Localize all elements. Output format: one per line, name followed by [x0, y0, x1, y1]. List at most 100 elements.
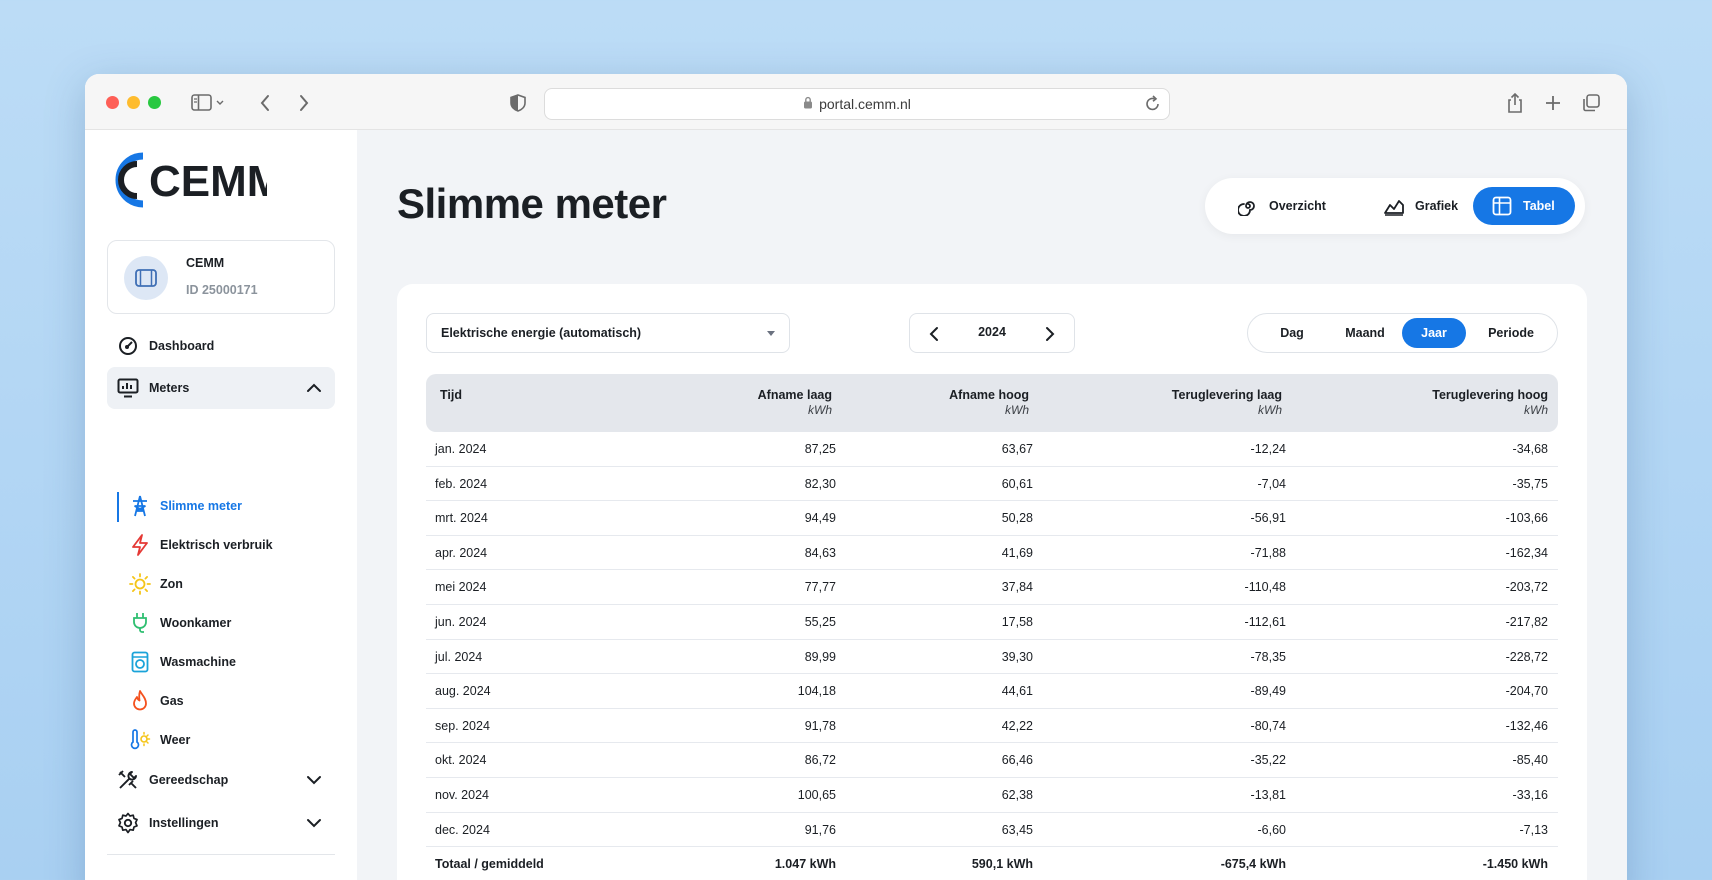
- period-maand[interactable]: Maand: [1345, 326, 1385, 340]
- chevron-down-icon[interactable]: [305, 814, 323, 832]
- lightning-icon: [129, 534, 151, 556]
- sidebar-toggle-icon[interactable]: [188, 90, 228, 116]
- chevron-up-icon[interactable]: [305, 379, 323, 397]
- sidebar-item-slimme-meter[interactable]: Slimme meter: [129, 491, 329, 521]
- table-cell: mrt. 2024: [435, 511, 488, 526]
- table-cell: 42,22: [1001, 718, 1033, 733]
- shield-icon[interactable]: [505, 90, 531, 116]
- table-cell: 87,25: [804, 442, 836, 456]
- page-title: Slimme meter: [397, 180, 667, 227]
- table-row: nov. 2024 100,65 62,38 -13,81 -33,16: [426, 778, 1558, 813]
- nav-gereedschap[interactable]: Gereedschap: [107, 759, 335, 801]
- col-afname-hoog: Afname hoog kWh: [949, 388, 1029, 418]
- tab-overzicht[interactable]: Overzicht: [1219, 187, 1344, 225]
- sidebar-item-zon[interactable]: Zon: [129, 569, 329, 599]
- table-total-row: Totaal / gemiddeld 1.047 kWh 590,1 kWh -675…: [426, 847, 1558, 880]
- sidebar-item-wasmachine[interactable]: Wasmachine: [129, 647, 329, 677]
- table-cell: 63,67: [1001, 442, 1033, 456]
- table-cell: 100,65: [797, 787, 836, 802]
- table-cell: sep. 2024: [435, 718, 490, 733]
- main-content: Slimme meter Overzicht Grafiek Tabel: [357, 130, 1627, 880]
- table-cell: mei 2024: [435, 580, 487, 595]
- table-row: jul. 2024 89,99 39,30 -78,35 -228,72: [426, 640, 1558, 675]
- sidebar-item-label: Weer: [160, 733, 191, 747]
- sun-icon: [129, 573, 151, 595]
- tab-tabel[interactable]: Tabel: [1473, 187, 1575, 225]
- chevron-down-icon[interactable]: [305, 771, 323, 789]
- data-card: Elektrische energie (automatisch) 2024 D…: [397, 284, 1587, 880]
- nav-gereedschap-label: Gereedschap: [149, 773, 229, 787]
- table-row: aug. 2024 104,18 44,61 -89,49 -204,70: [426, 674, 1558, 709]
- browser-toolbar: portal.cemm.nl: [85, 74, 1627, 130]
- table-cell: apr. 2024: [435, 545, 488, 560]
- table-cell: -12,24: [1250, 442, 1286, 456]
- table-cell: 50,28: [1001, 511, 1033, 526]
- col-teruglevering-hoog: Teruglevering hoog kWh: [1432, 388, 1548, 418]
- url-text: portal.cemm.nl: [819, 96, 911, 112]
- new-tab-icon[interactable]: [1540, 90, 1566, 116]
- address-bar[interactable]: portal.cemm.nl: [544, 88, 1170, 120]
- account-name: CEMM: [186, 256, 225, 270]
- tab-tabel-label: Tabel: [1523, 199, 1555, 213]
- table-cell: -7,04: [1257, 476, 1287, 491]
- close-window-button[interactable]: [106, 96, 119, 109]
- minimize-window-button[interactable]: [127, 96, 140, 109]
- monitor-chart-icon: [117, 377, 139, 399]
- table-row: dec. 2024 91,76 63,45 -6,60 -7,13: [426, 813, 1558, 848]
- nav-instellingen[interactable]: Instellingen: [107, 802, 335, 844]
- year-value: 2024: [978, 325, 1006, 339]
- forward-icon[interactable]: [291, 90, 317, 116]
- gauge-icon: [117, 335, 139, 357]
- nav-dashboard[interactable]: Dashboard: [107, 325, 335, 367]
- sidebar-item-label: Woonkamer: [160, 616, 232, 630]
- energy-type-select[interactable]: Elektrische energie (automatisch): [426, 313, 790, 353]
- next-year-icon[interactable]: [1040, 324, 1060, 344]
- table-cell: 77,77: [804, 580, 836, 595]
- table-row: apr. 2024 84,63 41,69 -71,88 -162,34: [426, 536, 1558, 571]
- sidebar-item-elektrisch-verbruik[interactable]: Elektrisch verbruik: [129, 530, 329, 560]
- table-cell: 63,45: [1001, 822, 1033, 837]
- col-unit: kWh: [1005, 403, 1029, 417]
- table-cell: 1.047 kWh: [774, 857, 836, 872]
- tab-overview-icon[interactable]: [1578, 90, 1604, 116]
- table-cell: -35,22: [1250, 753, 1286, 768]
- lock-icon: [803, 96, 813, 112]
- tools-icon: [117, 769, 139, 791]
- col-label: Teruglevering hoog: [1432, 388, 1548, 402]
- back-icon[interactable]: [252, 90, 278, 116]
- table-cell: 82,30: [804, 476, 836, 491]
- col-tijd: Tijd: [440, 388, 462, 402]
- maximize-window-button[interactable]: [148, 96, 161, 109]
- cemm-logo[interactable]: CEMM: [107, 146, 283, 210]
- sidebar-item-woonkamer[interactable]: Woonkamer: [129, 608, 329, 638]
- reload-icon[interactable]: [1145, 95, 1161, 116]
- sidebar-item-weer[interactable]: Weer: [129, 725, 329, 755]
- spiral-icon: [1237, 195, 1259, 217]
- col-label: Teruglevering laag: [1171, 388, 1282, 402]
- nav-meters[interactable]: Meters: [107, 367, 335, 409]
- col-teruglevering-laag: Teruglevering laag kWh: [1172, 388, 1282, 418]
- device-avatar-icon: [124, 256, 168, 300]
- table-cell: 91,76: [804, 822, 836, 837]
- period-dag[interactable]: Dag: [1280, 326, 1304, 340]
- table-cell: -1.450 kWh: [1482, 857, 1548, 872]
- plug-icon: [129, 612, 151, 634]
- share-icon[interactable]: [1502, 90, 1528, 116]
- table-cell: 590,1 kWh: [971, 857, 1033, 872]
- table-cell: aug. 2024: [435, 684, 491, 699]
- tab-grafiek-label: Grafiek: [1415, 199, 1459, 213]
- caret-down-icon: [767, 331, 775, 336]
- tab-grafiek[interactable]: Grafiek: [1365, 187, 1476, 225]
- previous-year-icon[interactable]: [924, 324, 944, 344]
- period-jaar[interactable]: Jaar: [1402, 318, 1466, 348]
- period-periode[interactable]: Periode: [1488, 326, 1534, 340]
- table-cell: -6,60: [1257, 822, 1287, 837]
- table-row: mei 2024 77,77 37,84 -110,48 -203,72: [426, 570, 1558, 605]
- sidebar-item-label: Elektrisch verbruik: [160, 538, 273, 552]
- logo-text: CEMM: [149, 157, 267, 206]
- table-cell: okt. 2024: [435, 753, 487, 768]
- account-card[interactable]: CEMM ID 25000171: [107, 240, 335, 314]
- area-chart-icon: [1383, 195, 1405, 217]
- table-row: sep. 2024 91,78 42,22 -80,74 -132,46: [426, 709, 1558, 744]
- sidebar-item-gas[interactable]: Gas: [129, 686, 329, 716]
